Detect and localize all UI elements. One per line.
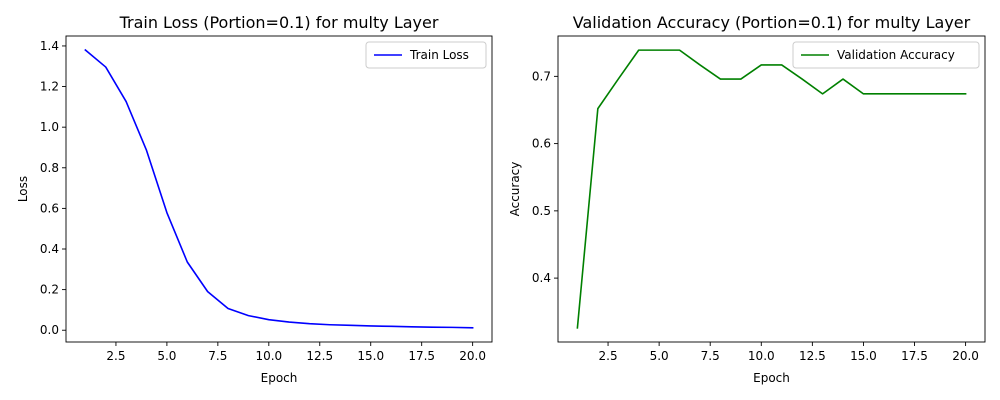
legend: Validation Accuracy: [792, 41, 980, 69]
plot-frame: [65, 35, 493, 343]
x-tick-label: 5.0: [157, 349, 176, 363]
y-tick-label: 0.4: [532, 271, 551, 285]
x-tick-label: 15.0: [357, 349, 384, 363]
y-tick-label: 1.2: [40, 80, 59, 94]
x-tick-label: 10.0: [748, 349, 775, 363]
y-tick-label: 0.4: [40, 242, 59, 256]
x-tick-label: 2.5: [106, 349, 125, 363]
train-loss-chart: Train Loss (Portion=0.1) for multy Layer…: [16, 13, 493, 385]
x-tick-label: 7.5: [208, 349, 227, 363]
x-tick-label: 5.0: [650, 349, 669, 363]
legend-box: [792, 41, 980, 69]
y-tick-label: 0.0: [40, 323, 59, 337]
y-tick-label: 0.6: [532, 137, 551, 151]
y-tick-label: 0.2: [40, 283, 59, 297]
x-tick-label: 12.5: [799, 349, 826, 363]
legend-box: [365, 41, 487, 69]
plot-frame: [557, 35, 986, 343]
y-axis-label: Accuracy: [508, 162, 522, 217]
x-tick-label: 2.5: [599, 349, 618, 363]
x-tick-label: 20.0: [459, 349, 486, 363]
chart-title: Validation Accuracy (Portion=0.1) for mu…: [573, 13, 971, 32]
x-axis-label: Epoch: [261, 371, 298, 385]
y-tick-label: 0.8: [40, 161, 59, 175]
x-tick-label: 20.0: [952, 349, 979, 363]
y-tick-label: 0.5: [532, 204, 551, 218]
x-tick-label: 17.5: [901, 349, 928, 363]
x-tick-label: 7.5: [701, 349, 720, 363]
chart-title: Train Loss (Portion=0.1) for multy Layer: [119, 13, 439, 32]
y-axis-label: Loss: [16, 176, 30, 202]
y-tick-label: 1.0: [40, 120, 59, 134]
x-tick-label: 12.5: [306, 349, 333, 363]
x-tick-label: 17.5: [408, 349, 435, 363]
series-line-validation-accuracy: [576, 49, 967, 329]
legend-label: Train Loss: [409, 48, 469, 62]
series-line-train-loss: [84, 48, 474, 329]
y-tick-label: 0.7: [532, 69, 551, 83]
x-axis-label: Epoch: [753, 371, 790, 385]
validation-accuracy-chart: Validation Accuracy (Portion=0.1) for mu…: [508, 13, 986, 385]
y-tick-label: 0.6: [40, 201, 59, 215]
legend-label: Validation Accuracy: [837, 48, 955, 62]
x-tick-label: 15.0: [850, 349, 877, 363]
legend: Train Loss: [365, 41, 487, 69]
y-tick-label: 1.4: [40, 39, 59, 53]
x-tick-label: 10.0: [255, 349, 282, 363]
